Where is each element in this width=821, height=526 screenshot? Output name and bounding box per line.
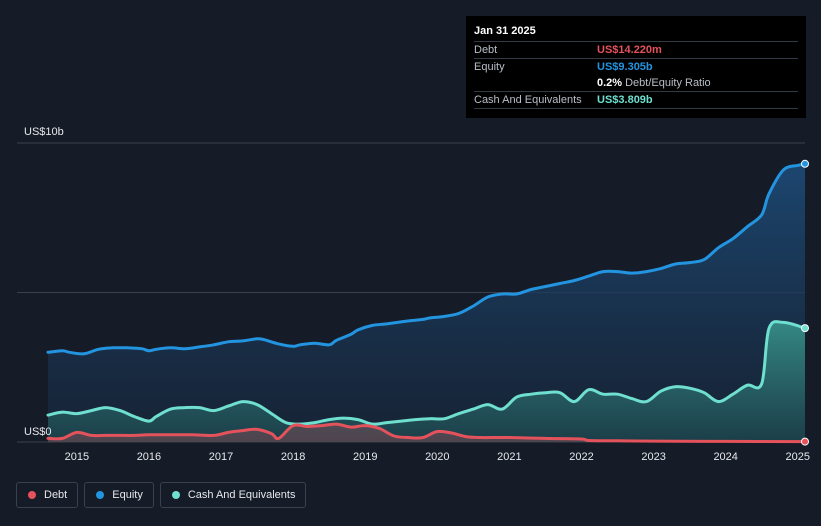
legend-item-cash[interactable]: Cash And Equivalents [159,482,307,508]
debt-end-marker [801,437,809,446]
cash-end-marker [801,324,809,333]
x-tick-2024: 2024 [713,451,737,463]
legend-cash-label: Cash And Equivalents [187,489,296,501]
y-axis-label-bottom: US$0 [24,426,52,438]
series-areas [48,163,805,443]
series-lines [46,162,807,444]
tooltip-row-debt: Debt US$14.220m [474,41,798,58]
x-axis-ticks: 2015 2016 2017 2018 2019 2020 2021 2022 2023 2024… [65,451,810,463]
equity-area [48,163,805,443]
x-tick-2019: 2019 [353,451,377,463]
end-markers [801,159,809,446]
x-tick-2020: 2020 [425,451,449,463]
legend-item-equity[interactable]: Equity [84,482,154,508]
x-tick-2023: 2023 [641,451,665,463]
tooltip-ratio-value: 0.2% [597,77,623,89]
tooltip-cash-label: Cash And Equivalents [474,94,582,106]
tooltip-ratio-label: Debt/Equity Ratio [625,77,711,89]
x-tick-2017: 2017 [209,451,233,463]
x-tick-2022: 2022 [569,451,593,463]
tooltip-equity-value: US$9.305b [597,61,653,73]
equity-dot-icon [96,491,105,499]
cash-area [48,321,805,442]
y-axis-label-top: US$10b [24,126,64,138]
x-tick-2021: 2021 [497,451,521,463]
x-tick-2015: 2015 [65,451,89,463]
debt-line [46,422,807,444]
tooltip-row-ratio: 0.2% Debt/Equity Ratio [474,75,798,91]
equity-line [46,162,807,356]
tooltip-equity-label: Equity [474,61,505,73]
cash-dot-icon [171,491,180,499]
legend-item-debt[interactable]: Debt [16,482,79,508]
legend-equity-label: Equity [112,489,143,501]
tooltip-panel: Jan 31 2025 Debt US$14.220m Equity US$9.… [466,16,806,118]
legend: Debt Equity Cash And Equivalents [16,482,307,508]
legend-debt-label: Debt [44,489,68,501]
x-tick-2025: 2025 [786,451,810,463]
tooltip-row-cash: Cash And Equivalents US$3.809b [474,91,798,109]
cash-line [46,320,807,426]
debt-area [48,424,805,442]
tooltip-cash-value: US$3.809b [597,94,653,106]
tooltip-row-equity: Equity US$9.305b [474,58,798,75]
x-tick-2018: 2018 [281,451,305,463]
debt-dot-icon [28,491,36,499]
tooltip-debt-label: Debt [474,44,498,56]
tooltip-debt-value: US$14.220m [597,44,662,56]
equity-end-marker [801,159,809,168]
x-tick-2016: 2016 [137,451,161,463]
tooltip-date: Jan 31 2025 [474,25,536,37]
